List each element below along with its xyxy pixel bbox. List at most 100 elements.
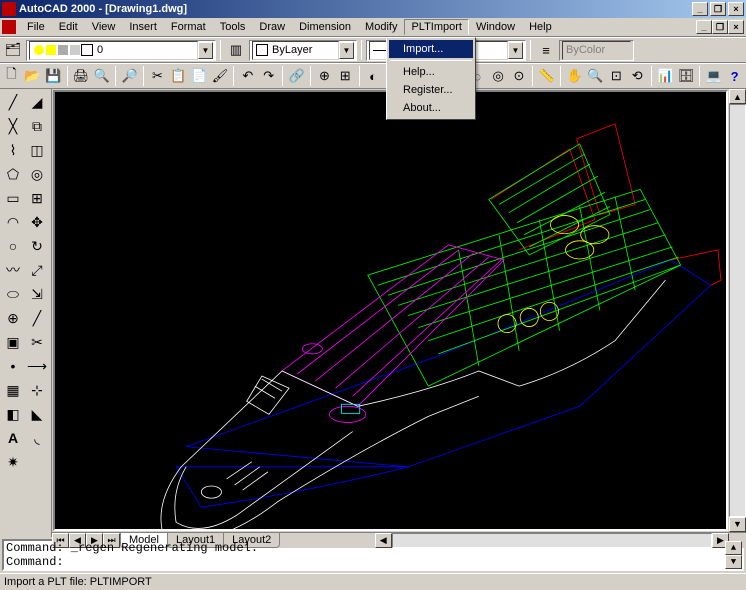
chamfer-tool[interactable]: ◣: [25, 402, 49, 426]
find-button[interactable]: 🔎: [120, 65, 139, 87]
menu-pltimport[interactable]: PLTImport: [404, 19, 469, 35]
mdi-restore-button[interactable]: ❐: [712, 20, 728, 34]
command-area[interactable]: Command: _regen Regenerating model. Comm…: [2, 539, 744, 571]
mtext-tool[interactable]: A: [1, 426, 25, 450]
cmd-scroll-down[interactable]: ▼: [725, 555, 742, 569]
menu-modify[interactable]: Modify: [358, 19, 404, 35]
command-prompt[interactable]: Command:: [6, 555, 723, 569]
mdi-close-button[interactable]: ×: [728, 20, 744, 34]
dropdown-register[interactable]: Register...: [389, 81, 473, 99]
help-button[interactable]: ?: [725, 65, 744, 87]
close-button[interactable]: ×: [728, 2, 744, 16]
properties-toolbar: 🗂 0 ▼ ▥ ByLayer ▼ ByLayer ▼ ≡ ByColor: [0, 37, 746, 63]
layer-manager-button[interactable]: 🗂: [2, 39, 24, 61]
color-dropdown[interactable]: ByLayer ▼: [249, 40, 357, 61]
ellipse-tool[interactable]: ⬭: [1, 282, 25, 306]
osnap-button[interactable]: ⊕: [315, 65, 334, 87]
menu-file[interactable]: File: [20, 19, 52, 35]
hatch-tool[interactable]: ▦: [1, 378, 25, 402]
point-tool[interactable]: •: [1, 354, 25, 378]
erase-tool[interactable]: ◢: [25, 90, 49, 114]
copy-button[interactable]: 📋: [169, 65, 188, 87]
menu-view[interactable]: View: [85, 19, 123, 35]
menu-format[interactable]: Format: [164, 19, 213, 35]
break-tool[interactable]: ⊹: [25, 378, 49, 402]
pan-button[interactable]: ✋: [565, 65, 584, 87]
maximize-button[interactable]: ❐: [710, 2, 726, 16]
menu-help[interactable]: Help: [522, 19, 559, 35]
layer-on-icon: [34, 45, 44, 55]
drawing-canvas[interactable]: [53, 90, 728, 531]
arc-tool[interactable]: ◠: [1, 210, 25, 234]
menu-draw[interactable]: Draw: [252, 19, 292, 35]
print-button[interactable]: 🖨: [72, 65, 91, 87]
extend-tool[interactable]: ⟶: [25, 354, 49, 378]
script-button[interactable]: 💻: [704, 65, 723, 87]
preview-button[interactable]: 🔍: [92, 65, 111, 87]
redo-button[interactable]: ↷: [259, 65, 278, 87]
scroll-track[interactable]: [729, 104, 746, 517]
ucs-button[interactable]: ⊞: [336, 65, 355, 87]
line-tool[interactable]: ╱: [1, 90, 25, 114]
undo-button[interactable]: ↶: [238, 65, 257, 87]
dropdown-help[interactable]: Help...: [389, 63, 473, 81]
tool-a[interactable]: ◐: [364, 65, 383, 87]
polygon-tool[interactable]: ⬠: [1, 162, 25, 186]
menu-tools[interactable]: Tools: [213, 19, 253, 35]
offset-tool[interactable]: ◎: [25, 162, 49, 186]
zoom-prev-button[interactable]: ⟲: [628, 65, 647, 87]
stretch-tool[interactable]: ⇲: [25, 282, 49, 306]
menu-edit[interactable]: Edit: [52, 19, 85, 35]
hyperlink-button[interactable]: 🔗: [287, 65, 306, 87]
scroll-down-button[interactable]: ▼: [729, 517, 746, 532]
dbconnect-button[interactable]: 🗄: [676, 65, 695, 87]
minimize-button[interactable]: _: [692, 2, 708, 16]
save-button[interactable]: 💾: [44, 65, 63, 87]
dropdown-arrow-icon: ▼: [198, 42, 213, 59]
array-tool[interactable]: ⊞: [25, 186, 49, 210]
draw-modify-toolbox: ╱ ◢ ╳ ⧉ ⌇ ◫ ⬠ ◎ ▭ ⊞ ◠ ✥ ○ ↻ 〰 ⤢ ⬭ ⇲ ⊕ ╱ …: [0, 89, 52, 537]
block-tool[interactable]: ▣: [1, 330, 25, 354]
copy-tool[interactable]: ⧉: [25, 114, 49, 138]
zoom-win-button[interactable]: ⊡: [607, 65, 626, 87]
fillet-tool[interactable]: ◟: [25, 426, 49, 450]
dropdown-import[interactable]: Import...: [389, 40, 473, 58]
color-button[interactable]: ▥: [225, 39, 247, 61]
cut-button[interactable]: ✂: [148, 65, 167, 87]
mdi-minimize-button[interactable]: _: [696, 20, 712, 34]
menu-window[interactable]: Window: [469, 19, 522, 35]
explode-tool[interactable]: ✷: [1, 450, 25, 474]
rectangle-tool[interactable]: ▭: [1, 186, 25, 210]
trim-tool[interactable]: ✂: [25, 330, 49, 354]
xline-tool[interactable]: ╳: [1, 114, 25, 138]
plotstyle-dropdown[interactable]: ByColor: [559, 40, 634, 61]
linetype-button[interactable]: ≡: [535, 39, 557, 61]
cmd-scroll-up[interactable]: ▲: [725, 541, 742, 555]
insert-tool[interactable]: ⊕: [1, 306, 25, 330]
circle-tool[interactable]: ○: [1, 234, 25, 258]
matchprop-button[interactable]: 🖌: [211, 65, 230, 87]
region-tool[interactable]: ◧: [1, 402, 25, 426]
dropdown-about[interactable]: About...: [389, 99, 473, 117]
app-icon: [2, 2, 16, 16]
scroll-up-button[interactable]: ▲: [729, 89, 746, 104]
menu-dimension[interactable]: Dimension: [292, 19, 358, 35]
lengthen-tool[interactable]: ╱: [25, 306, 49, 330]
rotate-tool[interactable]: ↻: [25, 234, 49, 258]
new-button[interactable]: 🗋: [2, 65, 21, 87]
vertical-scrollbar[interactable]: ▲ ▼: [729, 89, 746, 532]
layer-dropdown[interactable]: 0 ▼: [26, 40, 216, 61]
mirror-tool[interactable]: ◫: [25, 138, 49, 162]
pline-tool[interactable]: ⌇: [1, 138, 25, 162]
open-button[interactable]: 📂: [23, 65, 42, 87]
move-tool[interactable]: ✥: [25, 210, 49, 234]
dist-button[interactable]: 📏: [537, 65, 556, 87]
tool-g[interactable]: ◎: [489, 65, 508, 87]
scale-tool[interactable]: ⤢: [25, 258, 49, 282]
zoom-rt-button[interactable]: 🔍: [586, 65, 605, 87]
props-button[interactable]: 📊: [656, 65, 675, 87]
tool-h[interactable]: ⊙: [510, 65, 529, 87]
paste-button[interactable]: 📄: [190, 65, 209, 87]
spline-tool[interactable]: 〰: [1, 258, 25, 282]
menu-insert[interactable]: Insert: [122, 19, 164, 35]
